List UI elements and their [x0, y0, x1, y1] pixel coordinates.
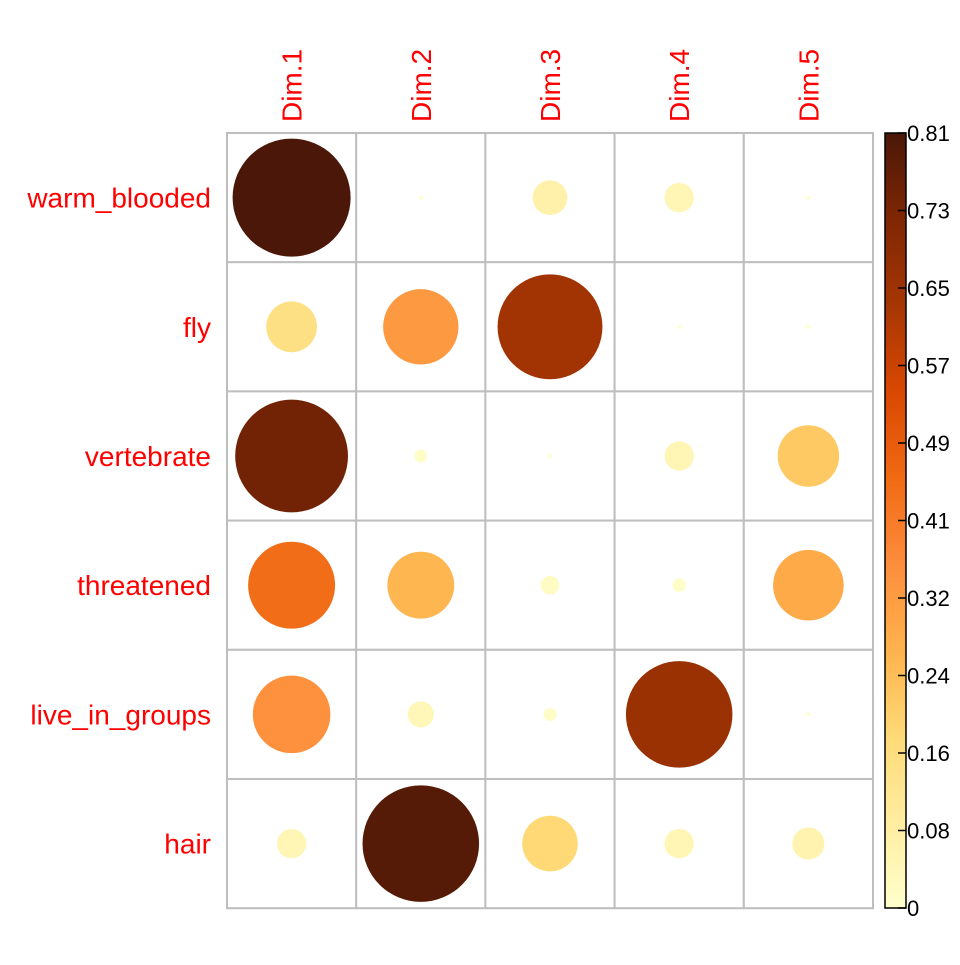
- colorbar-tick-label: 0.32: [907, 586, 950, 611]
- row-label: threatened: [77, 570, 211, 601]
- circle-layer: [232, 138, 844, 902]
- colorbar-tick-label: 0.41: [907, 509, 950, 534]
- value-circle: [414, 449, 428, 463]
- value-circle: [252, 675, 331, 754]
- value-circle: [672, 578, 686, 592]
- value-circle: [407, 701, 434, 728]
- value-circle: [677, 324, 682, 329]
- value-circle: [383, 289, 459, 365]
- value-circle: [773, 549, 844, 621]
- row-label: hair: [164, 829, 211, 860]
- grid-cell: [742, 390, 874, 522]
- value-circle: [522, 815, 578, 872]
- colorbar-tick-label: 0.24: [907, 664, 950, 689]
- value-circle: [362, 785, 480, 902]
- colorbar-tick-label: 0.81: [907, 121, 950, 146]
- value-circle: [266, 301, 317, 353]
- value-circle: [625, 661, 733, 768]
- value-circle: [664, 441, 694, 471]
- colorbar-tick-label: 0.16: [907, 741, 950, 766]
- colorbar-tick-label: 0.57: [907, 354, 950, 379]
- colorbar-tick-label: 0.49: [907, 431, 950, 456]
- value-circle: [806, 195, 811, 200]
- value-circle: [232, 138, 351, 257]
- value-circle: [543, 707, 557, 721]
- row-label: fly: [183, 312, 211, 343]
- column-label: Dim.2: [406, 49, 437, 122]
- value-circle: [664, 828, 694, 859]
- grid-layer: [226, 132, 874, 910]
- column-label: Dim.5: [793, 49, 824, 122]
- value-circle: [806, 324, 811, 329]
- value-circle: [532, 180, 568, 215]
- value-circle: [664, 182, 694, 213]
- row-label: live_in_groups: [30, 699, 211, 730]
- value-circle: [806, 712, 811, 717]
- value-circle: [276, 828, 307, 859]
- column-label: Dim.4: [664, 49, 695, 122]
- colorbar-tick-label: 0: [907, 896, 919, 921]
- colorbar-tick-label: 0.08: [907, 819, 950, 844]
- value-circle: [418, 195, 423, 200]
- grid-cell: [613, 390, 745, 522]
- grid-cell: [355, 648, 487, 780]
- colorbar-tick-label: 0.65: [907, 276, 950, 301]
- column-label: Dim.3: [535, 49, 566, 122]
- row-label: warm_blooded: [26, 183, 211, 214]
- value-circle: [497, 274, 603, 380]
- column-label: Dim.1: [277, 49, 308, 122]
- colorbar-legend: 0 0.08 0.16 0.24 0.32 0.41 0.49 0.57 0.65 0.73 0.8…: [884, 121, 950, 921]
- value-circle: [548, 454, 552, 458]
- value-circle: [235, 399, 348, 513]
- colorbar-tick-label: 0.73: [907, 199, 950, 224]
- value-circle: [387, 551, 455, 619]
- row-label: vertebrate: [85, 441, 211, 472]
- value-circle: [792, 827, 825, 860]
- value-circle: [540, 575, 560, 595]
- value-circle: [777, 425, 840, 487]
- value-circle: [248, 541, 336, 629]
